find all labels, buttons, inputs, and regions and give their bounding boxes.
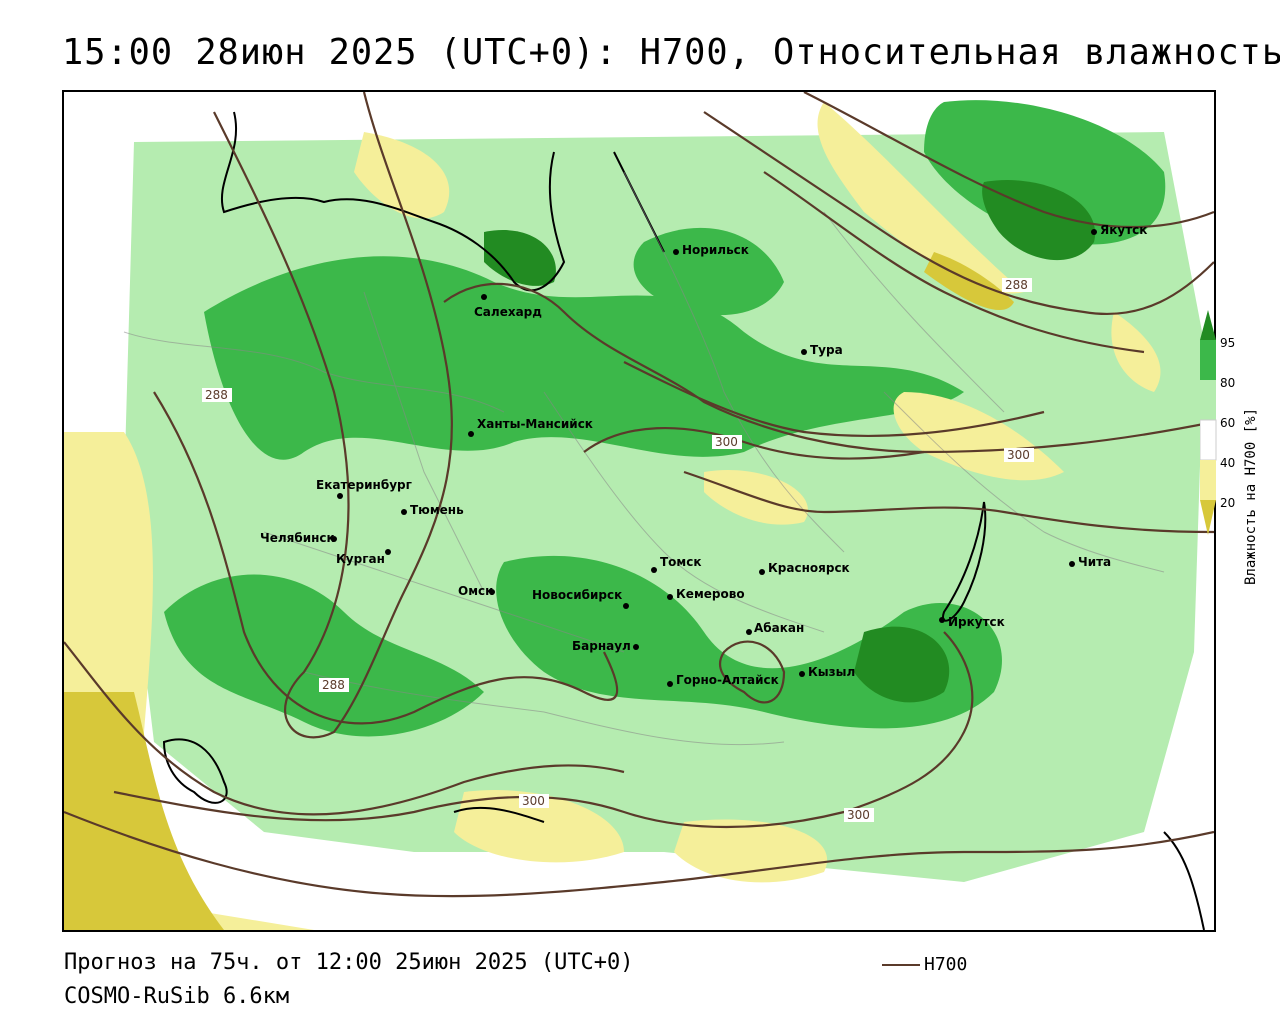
colorbar-top-triangle — [1200, 310, 1216, 340]
colorbar-segment — [1200, 380, 1216, 420]
colorbar-tick: 40 — [1220, 456, 1236, 470]
colorbar-segment — [1200, 460, 1216, 500]
coastline-aral — [453, 806, 545, 823]
contour-legend: H700 — [882, 954, 967, 975]
colorbar-tick: 60 — [1220, 416, 1236, 430]
city-label: Екатеринбург — [316, 478, 412, 492]
humidity-20-area — [354, 132, 450, 219]
humidity-20-area — [817, 102, 1024, 294]
humidity-80-area — [633, 227, 784, 316]
contour-label: 288 — [322, 678, 345, 692]
colorbar-bottom-triangle — [1200, 500, 1216, 535]
city-label: Омск — [458, 584, 493, 598]
contour-legend-label: H700 — [924, 954, 968, 975]
contour-label: 300 — [847, 808, 870, 822]
humidity-colorbar: 95 80 60 40 20 — [1200, 310, 1280, 600]
region-boundaries — [123, 171, 1165, 746]
forecast-info: Прогноз на 75ч. от 12:00 25июн 2025 (UTC… — [64, 950, 634, 975]
lake-baikal — [942, 501, 987, 622]
city-label: Иркутск — [948, 615, 1005, 629]
h700-contours — [64, 92, 1214, 898]
humidity-80-area — [924, 100, 1166, 245]
city-label: Томск — [660, 555, 702, 569]
map-canvas: 288 288 288 300 300 300 300 Салехард Нор… — [64, 92, 1214, 930]
city-label: Горно-Алтайск — [676, 673, 779, 687]
contour-legend-line — [882, 963, 920, 966]
model-name: COSMO-RuSib 6.6км — [64, 984, 290, 1009]
contour-label: 288 — [1005, 278, 1028, 292]
city-label: Барнаул — [572, 639, 631, 653]
coastline — [1163, 831, 1205, 930]
city-label: Кызыл — [808, 665, 855, 679]
contour-label: 300 — [715, 435, 738, 449]
city-label: Красноярск — [768, 561, 850, 575]
city-label: Якутск — [1100, 223, 1147, 237]
city-label: Тура — [810, 343, 843, 357]
humidity-95-area — [854, 626, 950, 703]
humidity-map: 288 288 288 300 300 300 300 Салехард Нор… — [62, 90, 1216, 932]
humidity-0-area — [64, 692, 224, 930]
colorbar-title: Влажность на H700 [%] — [1243, 407, 1259, 585]
contour-label: 300 — [522, 794, 545, 808]
colorbar-segment — [1200, 419, 1217, 461]
humidity-80-area — [164, 574, 484, 737]
contour-labels: 288 288 288 300 300 300 300 — [202, 278, 1034, 822]
contour-label: 288 — [205, 388, 228, 402]
humidity-95-area — [484, 230, 556, 286]
city-markers: Салехард Норильск Якутск Тура Ханты-Манс… — [260, 223, 1147, 687]
colorbar-segment — [1200, 340, 1216, 380]
city-label: Чита — [1078, 555, 1111, 569]
city-label: Курган — [336, 552, 385, 566]
colorbar-tick: 80 — [1220, 376, 1236, 390]
colorbar-scale — [1200, 310, 1217, 535]
city-label: Тюмень — [410, 503, 464, 517]
city-label: Новосибирск — [532, 588, 622, 602]
colorbar-tick: 20 — [1220, 496, 1236, 510]
colorbar-tick: 95 — [1220, 336, 1236, 350]
city-label: Челябинск — [260, 531, 335, 545]
city-label: Норильск — [682, 243, 749, 257]
coastline-crimea — [162, 738, 228, 804]
city-label: Салехард — [474, 305, 542, 319]
city-label: Абакан — [754, 621, 804, 635]
map-title: 15:00 28июн 2025 (UTC+0): H700, Относите… — [62, 32, 1280, 73]
city-label: Кемерово — [676, 587, 745, 601]
contour-label: 300 — [1007, 448, 1030, 462]
humidity-80-area — [204, 256, 964, 460]
city-label: Ханты-Мансийск — [477, 417, 593, 431]
humidity-95-area — [982, 180, 1096, 261]
